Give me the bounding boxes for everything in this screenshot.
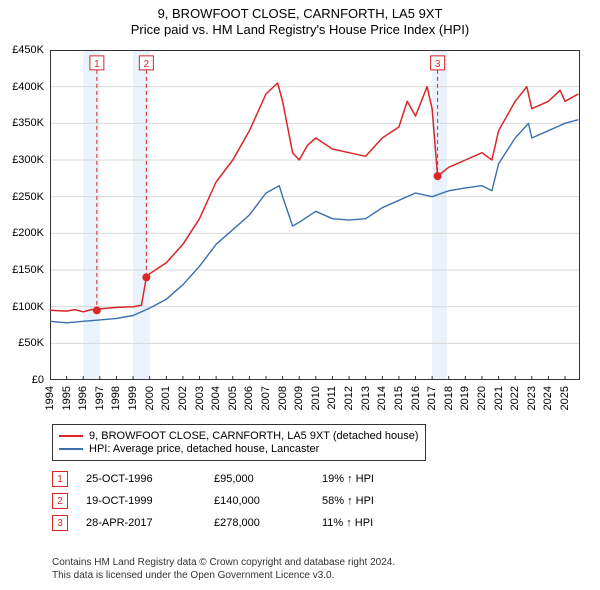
- legend: 9, BROWFOOT CLOSE, CARNFORTH, LA5 9XT (d…: [52, 424, 426, 461]
- y-tick-label: £450K: [12, 44, 44, 56]
- x-tick-label: 2022: [509, 386, 521, 410]
- x-tick-label: 2015: [393, 386, 405, 410]
- svg-text:3: 3: [435, 59, 441, 70]
- y-tick-label: £200K: [12, 227, 44, 239]
- x-tick-label: 1999: [127, 386, 139, 410]
- svg-text:1: 1: [94, 59, 100, 70]
- sale-date: 25-OCT-1996: [86, 473, 196, 485]
- sale-delta: 58% ↑ HPI: [322, 495, 432, 507]
- sale-row: 1 25-OCT-1996 £95,000 19% ↑ HPI: [52, 468, 432, 490]
- x-tick-label: 2019: [459, 386, 471, 410]
- sale-date: 19-OCT-1999: [86, 495, 196, 507]
- title-address: 9, BROWFOOT CLOSE, CARNFORTH, LA5 9XT: [0, 6, 600, 22]
- x-tick-label: 2024: [542, 386, 554, 410]
- y-tick-label: £300K: [12, 154, 44, 166]
- x-tick-label: 2020: [476, 386, 488, 410]
- chart-container: 9, BROWFOOT CLOSE, CARNFORTH, LA5 9XT Pr…: [0, 0, 600, 590]
- sale-price: £95,000: [214, 473, 304, 485]
- x-tick-label: 2016: [410, 386, 422, 410]
- y-tick-label: £250K: [12, 191, 44, 203]
- x-tick-label: 2001: [160, 386, 172, 410]
- x-tick-label: 2003: [194, 386, 206, 410]
- legend-item: 9, BROWFOOT CLOSE, CARNFORTH, LA5 9XT (d…: [59, 430, 419, 442]
- x-tick-label: 2021: [493, 386, 505, 410]
- y-tick-label: £150K: [12, 264, 44, 276]
- x-tick-label: 2005: [227, 386, 239, 410]
- y-tick-label: £0: [32, 374, 44, 386]
- sale-date: 28-APR-2017: [86, 517, 196, 529]
- y-axis-ticks: £0£50K£100K£150K£200K£250K£300K£350K£400…: [0, 50, 48, 380]
- x-tick-label: 1995: [61, 386, 73, 410]
- legend-swatch: [59, 448, 83, 450]
- x-tick-label: 2000: [144, 386, 156, 410]
- y-tick-label: £50K: [18, 337, 44, 349]
- legend-label: 9, BROWFOOT CLOSE, CARNFORTH, LA5 9XT (d…: [89, 430, 419, 442]
- sale-price: £278,000: [214, 517, 304, 529]
- chart-svg: 1 2 3: [50, 50, 580, 380]
- sale-delta: 19% ↑ HPI: [322, 473, 432, 485]
- legend-swatch: [59, 435, 83, 437]
- x-tick-label: 2012: [343, 386, 355, 410]
- x-axis-ticks: 1994199519961997199819992000200120022003…: [50, 382, 580, 422]
- chart-plot-area: 1 2 3: [50, 50, 580, 380]
- x-tick-label: 1997: [94, 386, 106, 410]
- sale-marker: 2: [52, 493, 68, 509]
- sales-table: 1 25-OCT-1996 £95,000 19% ↑ HPI 2 19-OCT-1999…: [52, 468, 432, 534]
- y-tick-label: £400K: [12, 81, 44, 93]
- x-tick-label: 2025: [559, 386, 571, 410]
- title-block: 9, BROWFOOT CLOSE, CARNFORTH, LA5 9XT Pr…: [0, 0, 600, 39]
- x-tick-label: 2023: [526, 386, 538, 410]
- sale-marker: 3: [52, 515, 68, 531]
- x-tick-label: 2006: [243, 386, 255, 410]
- sale-row: 3 28-APR-2017 £278,000 11% ↑ HPI: [52, 512, 432, 534]
- y-tick-label: £350K: [12, 117, 44, 129]
- x-tick-label: 2009: [293, 386, 305, 410]
- y-tick-label: £100K: [12, 301, 44, 313]
- legend-label: HPI: Average price, detached house, Lanc…: [89, 443, 319, 455]
- x-tick-label: 2010: [310, 386, 322, 410]
- footnote-line: This data is licensed under the Open Gov…: [52, 569, 395, 582]
- x-tick-label: 2002: [177, 386, 189, 410]
- x-tick-label: 1994: [44, 386, 56, 410]
- svg-text:2: 2: [144, 59, 150, 70]
- x-tick-label: 2007: [260, 386, 272, 410]
- footnote-line: Contains HM Land Registry data © Crown c…: [52, 556, 395, 569]
- x-tick-label: 2004: [210, 386, 222, 410]
- sale-delta: 11% ↑ HPI: [322, 517, 432, 529]
- sale-row: 2 19-OCT-1999 £140,000 58% ↑ HPI: [52, 490, 432, 512]
- sale-marker: 1: [52, 471, 68, 487]
- x-tick-label: 2008: [277, 386, 289, 410]
- x-tick-label: 1996: [77, 386, 89, 410]
- x-tick-label: 1998: [110, 386, 122, 410]
- x-tick-label: 2014: [376, 386, 388, 410]
- x-tick-label: 2011: [326, 386, 338, 410]
- footnote: Contains HM Land Registry data © Crown c…: [52, 556, 395, 582]
- x-tick-label: 2018: [443, 386, 455, 410]
- legend-item: HPI: Average price, detached house, Lanc…: [59, 443, 419, 455]
- x-tick-label: 2017: [426, 386, 438, 410]
- x-tick-label: 2013: [360, 386, 372, 410]
- title-subtitle: Price paid vs. HM Land Registry's House …: [0, 22, 600, 38]
- sale-price: £140,000: [214, 495, 304, 507]
